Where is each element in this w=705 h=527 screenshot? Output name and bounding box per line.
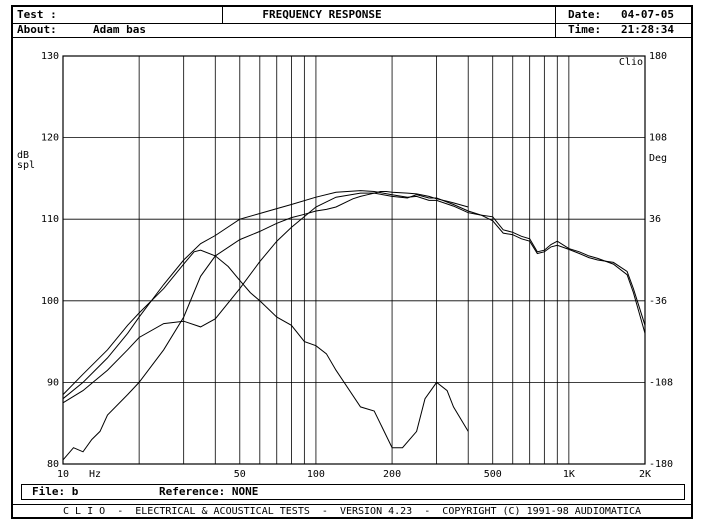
header-separator-right: [555, 7, 556, 37]
series-line-1: [62, 190, 646, 400]
header-divider: [13, 23, 691, 24]
x-tick-label: 200: [383, 469, 401, 480]
about-label: About:: [17, 23, 57, 36]
x-tick-label: 500: [484, 469, 502, 480]
chart-labels: 80 90 100 110 120 130 -180 -108 -36 36 108 180 10 50 1…: [17, 51, 673, 480]
y-tick-label: 110: [41, 214, 59, 225]
test-label: Test :: [17, 8, 57, 21]
y2-tick-label: 36: [649, 214, 661, 225]
clio-window: Test : About: Adam bas FREQUENCY RESPONS…: [11, 5, 693, 519]
time-value: 21:28:34: [621, 23, 674, 36]
footer-divider: [13, 504, 691, 505]
date-value: 04-07-05: [621, 8, 674, 21]
series-line-3: [62, 191, 469, 461]
y2-tick-label: -108: [649, 377, 673, 388]
page-title: FREQUENCY RESPONSE: [262, 8, 382, 21]
x-tick-label: 50: [234, 469, 246, 480]
y2-tick-label: 180: [649, 51, 667, 62]
y-tick-label: 90: [47, 377, 59, 388]
x-tick-label: 10: [57, 469, 69, 480]
x-tick-label: 100: [307, 469, 325, 480]
y-axis-label-db: dB: [17, 150, 29, 161]
about-value: Adam bas: [93, 23, 146, 36]
x-unit-label: Hz: [89, 469, 101, 480]
clio-logo: Clio: [619, 57, 643, 68]
header-bottom-border: [13, 37, 691, 38]
y-tick-label: 130: [41, 51, 59, 62]
y2-tick-label: 108: [649, 133, 667, 144]
y-tick-label: 120: [41, 133, 59, 144]
chart-grid: [62, 55, 646, 465]
date-label: Date:: [568, 8, 602, 21]
file-label: File: b: [32, 485, 79, 498]
file-info-box: File: b Reference: NONE: [21, 484, 685, 500]
series-line-2: [62, 192, 646, 404]
x-tick-label: 2K: [639, 469, 651, 480]
reference-label: Reference: NONE: [159, 485, 259, 498]
series-line-4: [62, 249, 469, 449]
chart-series: [62, 190, 646, 461]
y2-tick-label: -180: [649, 459, 673, 470]
plot-border: [62, 55, 646, 465]
x-tick-label: 1K: [563, 469, 575, 480]
frequency-response-chart: 80 90 100 110 120 130 -180 -108 -36 36 108 180 10 50 1…: [17, 51, 673, 480]
time-label: Time:: [568, 23, 602, 36]
y-axis-label-spl: spl: [17, 160, 35, 171]
y2-tick-label: -36: [649, 296, 667, 307]
header-separator-left: [222, 7, 223, 23]
y-tick-label: 80: [47, 459, 59, 470]
y-tick-label: 100: [41, 296, 59, 307]
y2-axis-label: Deg: [649, 153, 667, 164]
credits-line: C L I O - ELECTRICAL & ACOUSTICAL TESTS …: [63, 506, 641, 517]
